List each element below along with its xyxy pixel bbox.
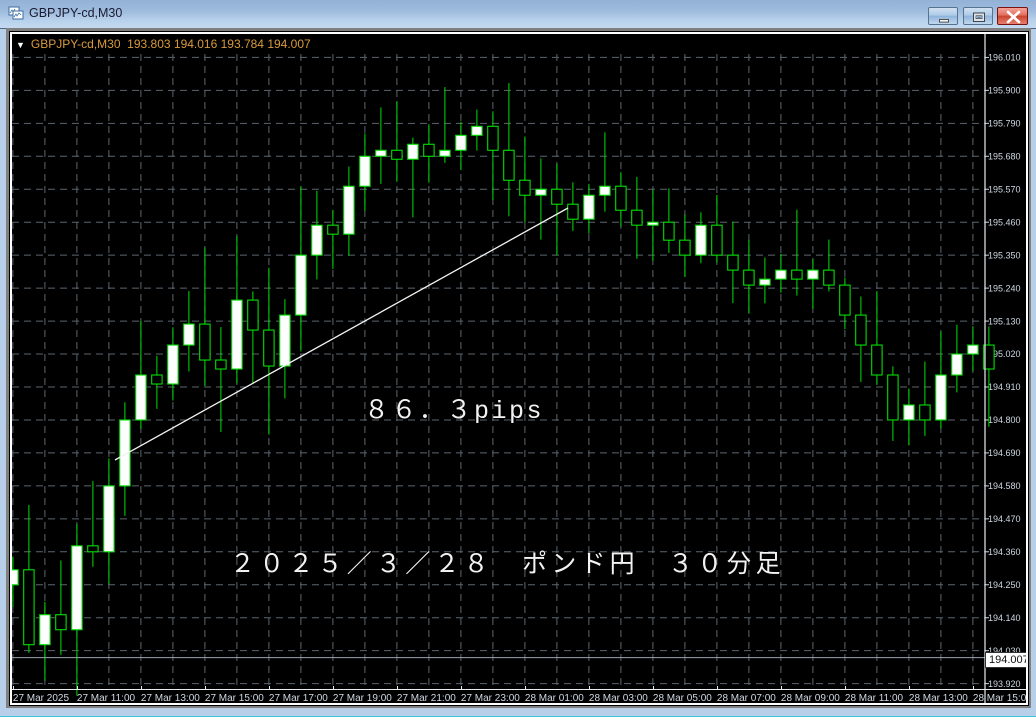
svg-text:194.140: 194.140 [988, 613, 1021, 623]
svg-text:194.580: 194.580 [988, 481, 1021, 491]
svg-text:194.250: 194.250 [988, 580, 1021, 590]
svg-text:194.690: 194.690 [988, 448, 1021, 458]
svg-text:194.910: 194.910 [988, 382, 1021, 392]
svg-text:８６．３pips: ８６．３pips [364, 397, 544, 426]
svg-text:195.900: 195.900 [988, 86, 1021, 96]
svg-text:195.790: 195.790 [988, 119, 1021, 129]
svg-text:193.920: 193.920 [988, 679, 1021, 689]
svg-text:195.130: 195.130 [988, 316, 1021, 326]
svg-text:195.570: 195.570 [988, 184, 1021, 194]
svg-text:195.240: 195.240 [988, 283, 1021, 293]
svg-text:196.010: 196.010 [988, 53, 1021, 63]
svg-text:194.360: 194.360 [988, 547, 1021, 557]
svg-text:194.800: 194.800 [988, 415, 1021, 425]
svg-text:195.680: 195.680 [988, 151, 1021, 161]
svg-text:194.470: 194.470 [988, 514, 1021, 524]
svg-text:195.350: 195.350 [988, 250, 1021, 260]
svg-text:２０２５／３／２８ ポンド円 ３０分足: ２０２５／３／２８ ポンド円 ３０分足 [230, 550, 785, 580]
svg-text:195.460: 195.460 [988, 217, 1021, 227]
